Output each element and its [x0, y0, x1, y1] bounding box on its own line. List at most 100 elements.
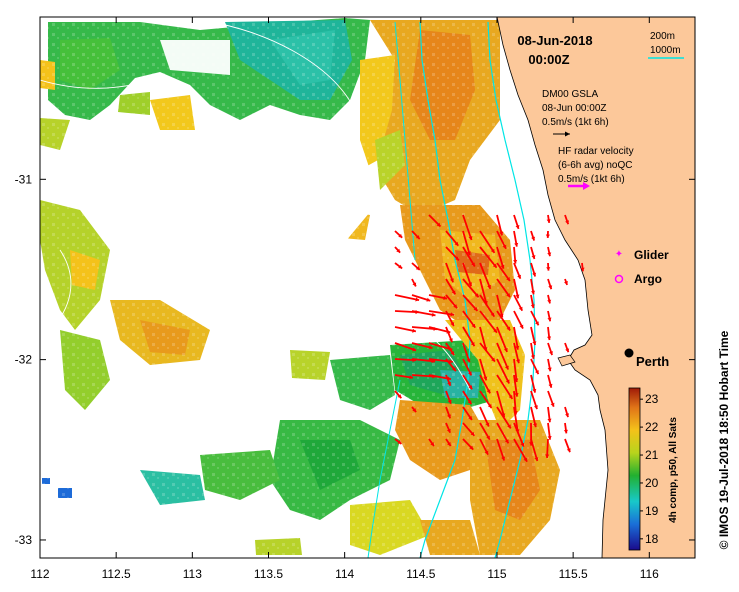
- hf-vector-arrow: [546, 262, 551, 271]
- hf-vector-arrow: [547, 278, 553, 290]
- hf-vector-arrow: [394, 390, 403, 399]
- colorbar-ticks: 18 19 20 21 22 23: [640, 392, 659, 546]
- hf-vector-arrow: [513, 214, 520, 230]
- hf-vector-arrow: [545, 230, 550, 238]
- hf-vector-arrow: [547, 246, 552, 257]
- hf-vector-arrow: [445, 358, 457, 372]
- gsla-date: 08-Jun 00:00Z: [542, 103, 607, 114]
- x-tick-label: 114.5: [406, 567, 435, 581]
- hf-vector-arrow: [496, 342, 510, 370]
- hf-vector-arrow: [445, 310, 455, 327]
- hf-vector-arrow: [445, 246, 460, 261]
- hf-vector-arrow: [513, 294, 524, 312]
- hf-vector-arrow: [530, 230, 536, 241]
- hf-vector-arrow: [479, 374, 491, 394]
- hf-vector-arrow: [547, 358, 552, 372]
- hf-vector-arrow: [394, 246, 401, 254]
- gsla-scale: 0.5m/s (1kt 6h): [542, 117, 609, 128]
- hf-vector-arrow: [547, 374, 553, 388]
- hf-radar-vectors: [394, 214, 585, 463]
- hf-vector-arrow: [530, 246, 536, 260]
- hf-vector-arrow: [496, 358, 510, 384]
- y-tick-label: -32: [15, 353, 33, 367]
- hf-vector-arrow: [496, 246, 505, 269]
- hf-vector-arrow: [546, 214, 551, 223]
- hf-vector-arrow: [394, 294, 420, 302]
- x-tick-label: 116: [640, 567, 659, 581]
- time-label: 00:00Z: [528, 52, 569, 67]
- isobath-200m-label: 200m: [650, 31, 675, 42]
- hf-vector-arrow: [496, 262, 511, 282]
- hf-vector-arrow: [462, 422, 476, 437]
- hf-vector-arrow: [496, 422, 510, 444]
- hf-vector-arrow: [394, 326, 417, 333]
- hf-vector-arrow: [547, 406, 552, 423]
- hf-vector-arrow: [530, 358, 540, 375]
- hf-vector-arrow: [428, 214, 442, 228]
- hf-vector-arrow: [563, 422, 568, 434]
- hf-vector-arrow: [445, 422, 451, 434]
- hf-vector-arrow: [445, 278, 457, 295]
- hf-vector-arrow: [530, 294, 535, 309]
- x-tick-label: 115: [487, 567, 506, 581]
- hf-vector-arrow: [462, 262, 473, 287]
- hf-vector-arrow: [428, 310, 455, 317]
- hf-vector-arrow: [496, 278, 511, 298]
- isobath-1000m: [419, 21, 471, 558]
- credit-label: © IMOS 19-Jul-2018 18:50 Hobart Time: [717, 330, 731, 549]
- hf-vector-arrow: [496, 214, 504, 236]
- hf-vector-arrow: [547, 326, 552, 341]
- hf-vector-arrow: [496, 438, 506, 461]
- hf-radar-avg: (6-6h avg) noQC: [558, 160, 632, 171]
- hf-vector-arrow: [445, 390, 452, 405]
- hf-vector-arrow: [479, 342, 496, 363]
- hf-vector-arrow: [428, 294, 448, 300]
- hf-vector-arrow: [411, 230, 421, 240]
- hf-vector-arrow: [513, 230, 519, 247]
- hf-vector-arrow: [411, 262, 421, 271]
- hf-vector-arrow: [513, 262, 522, 280]
- hf-vector-arrow: [445, 438, 452, 447]
- hf-vector-arrow: [513, 422, 525, 447]
- x-tick-label: 113.5: [254, 567, 283, 581]
- hf-vector-arrow: [479, 422, 491, 441]
- hf-vector-arrow: [564, 438, 571, 453]
- hf-vector-arrow: [411, 278, 417, 287]
- hf-vector-arrow: [547, 294, 552, 304]
- hf-vector-arrow: [445, 342, 455, 356]
- hf-vector-arrow: [411, 310, 436, 317]
- isobath-1000m-label: 1000m: [650, 45, 681, 56]
- hf-vector-arrow: [411, 406, 417, 413]
- hf-vector-arrow: [479, 406, 490, 427]
- hf-vector-arrow: [513, 278, 520, 299]
- hf-vector-arrow: [394, 230, 403, 239]
- colorbar-tick-label: 22: [645, 420, 659, 434]
- hf-vector-arrow: [547, 422, 552, 440]
- hf-vector-arrow: [496, 230, 507, 250]
- hf-vector-arrow: [513, 342, 521, 364]
- colorbar-tick-label: 20: [645, 476, 659, 490]
- hf-vector-arrow: [462, 246, 476, 267]
- hf-vector-arrow: [462, 310, 476, 329]
- hf-vector-arrow: [462, 326, 476, 347]
- colorbar-tick-label: 19: [645, 504, 659, 518]
- hf-vector-arrow: [530, 374, 537, 393]
- isobath-200m: [487, 21, 536, 558]
- hf-vector-arrow: [445, 406, 452, 419]
- hf-vector-arrow: [462, 390, 473, 405]
- hf-vector-arrow: [462, 438, 474, 451]
- perth-label: Perth: [636, 354, 669, 369]
- hf-vector-arrow: [394, 342, 417, 352]
- hf-vector-arrow: [462, 406, 473, 421]
- gsla-scale-arrow: [553, 131, 570, 137]
- x-tick-label: 115.5: [559, 567, 588, 581]
- hf-vector-arrow: [479, 230, 496, 254]
- x-tick-label: 112.5: [102, 567, 131, 581]
- x-tick-label: 112: [30, 567, 49, 581]
- hf-vector-arrow: [496, 310, 511, 332]
- colorbar-tick-label: 21: [645, 448, 659, 462]
- hf-vector-arrow: [445, 230, 459, 247]
- hf-vector-arrow: [462, 374, 473, 390]
- hf-vector-arrow: [394, 262, 403, 270]
